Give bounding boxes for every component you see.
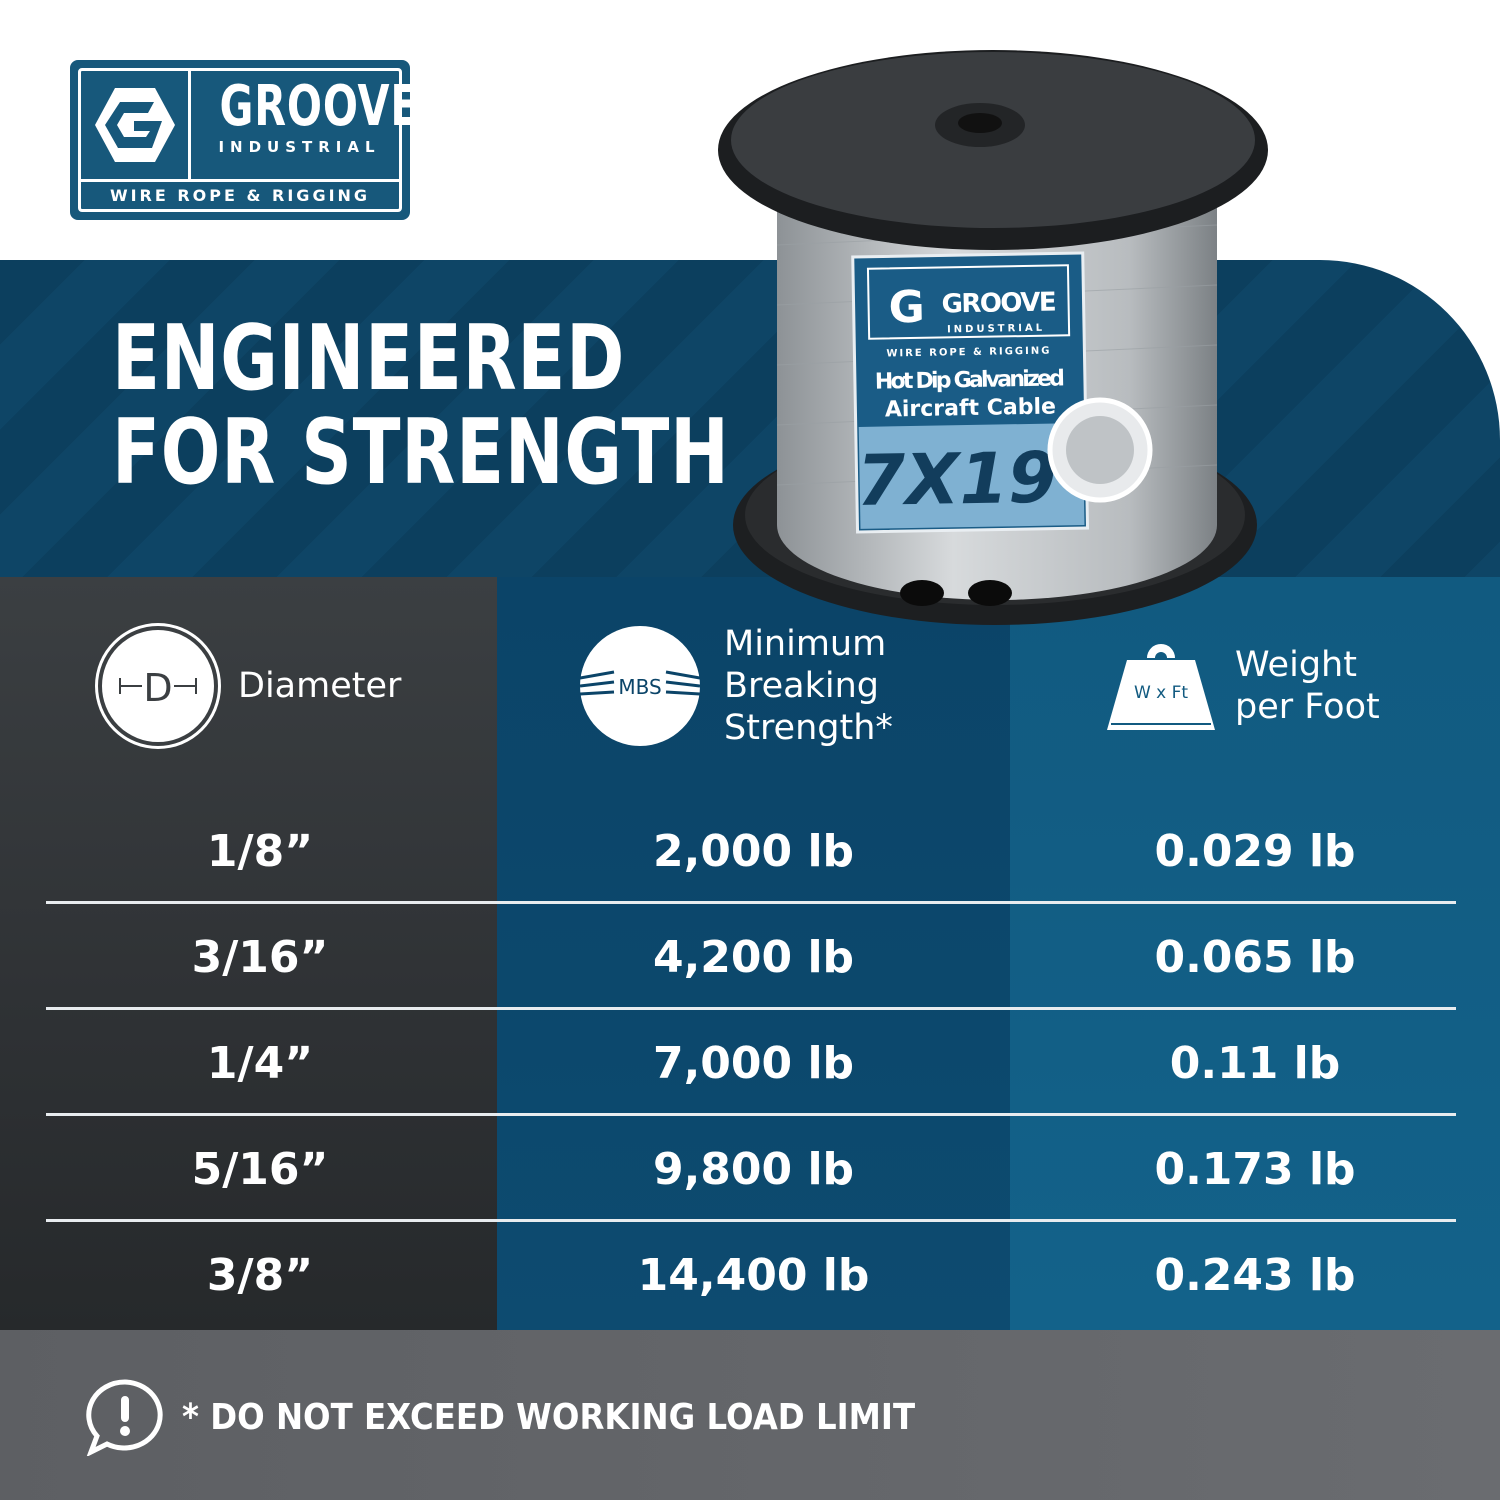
row-divider: [46, 901, 1456, 904]
cell-weight: 0.065 lb: [1154, 932, 1356, 983]
mbs-label-line: Minimum: [724, 624, 887, 664]
cell-mbs: 9,800 lb: [652, 1144, 855, 1195]
g-logo-icon: [81, 71, 191, 179]
weight-icon: W x Ft: [1107, 643, 1215, 730]
brand-logo: GROOVE INDUSTRIAL WIRE ROPE & RIGGING: [70, 60, 420, 220]
header-weight: W x Ft Weight per Foot: [1105, 577, 1380, 795]
label-construction: 7X19: [856, 437, 1057, 522]
weight-icon-text: W x Ft: [1134, 683, 1188, 703]
mbs-icon-text: MBS: [618, 675, 661, 699]
row-divider: [46, 1007, 1456, 1010]
brand-name: GROOVE: [219, 74, 420, 139]
table-row: 1/4” 7,000 lb 0.11 lb: [0, 1012, 1500, 1115]
weight-label-line: per Foot: [1235, 687, 1380, 727]
table-row: 3/8” 14,400 lb 0.243 lb: [0, 1224, 1500, 1327]
footer: [0, 1330, 1500, 1500]
cell-diameter: 3/16”: [191, 932, 329, 983]
column-diameter: [0, 577, 497, 1330]
diameter-icon: D: [98, 626, 218, 746]
page-title: ENGINEERED FOR STRENGTH: [112, 312, 730, 500]
row-divider: [46, 1113, 1456, 1116]
cell-mbs: 14,400 lb: [637, 1250, 870, 1301]
header-diameter-label: Diameter: [238, 666, 402, 706]
cell-diameter: 3/8”: [206, 1250, 314, 1301]
cell-weight: 0.243 lb: [1154, 1250, 1356, 1301]
cell-mbs: 2,000 lb: [652, 826, 855, 877]
table-row: 5/16” 9,800 lb 0.173 lb: [0, 1118, 1500, 1221]
table-row: 3/16” 4,200 lb 0.065 lb: [0, 906, 1500, 1009]
mbs-label-line: Breaking: [724, 666, 880, 706]
label-brand: GROOVE: [941, 287, 1057, 319]
title-line-2: FOR STRENGTH: [112, 400, 730, 505]
label-sub: INDUSTRIAL: [947, 323, 1045, 336]
label-line-1: Hot Dip Galvanized: [875, 366, 1065, 394]
brand-sub: INDUSTRIAL: [218, 138, 381, 156]
weight-label-line: Weight: [1235, 645, 1357, 685]
cable-spool-image: G GROOVE INDUSTRIAL WIRE ROPE & RIGGING …: [718, 50, 1268, 625]
table-row: 1/8” 2,000 lb 0.029 lb: [0, 800, 1500, 903]
header-mbs-label: Minimum Breaking Strength*: [724, 623, 893, 749]
header-mbs: MBS Minimum Breaking Strength*: [580, 577, 893, 795]
warning-text: * DO NOT EXCEED WORKING LOAD LIMIT: [182, 1397, 916, 1438]
cell-weight: 0.173 lb: [1154, 1144, 1356, 1195]
svg-text:G: G: [888, 282, 925, 334]
cell-weight: 0.11 lb: [1169, 1038, 1341, 1089]
mbs-label-line: Strength*: [724, 708, 893, 748]
brand-tagline: WIRE ROPE & RIGGING: [81, 179, 399, 209]
cell-weight: 0.029 lb: [1154, 826, 1356, 877]
mbs-icon: MBS: [580, 626, 700, 746]
cell-diameter: 1/8”: [206, 826, 314, 877]
cell-diameter: 5/16”: [191, 1144, 329, 1195]
header-weight-label: Weight per Foot: [1235, 644, 1380, 728]
diameter-icon-text: D: [143, 666, 172, 710]
cell-mbs: 4,200 lb: [652, 932, 855, 983]
header-diameter: D Diameter: [98, 577, 401, 795]
label-line-2: Aircraft Cable: [885, 395, 1057, 423]
alert-icon: [86, 1379, 163, 1456]
cell-mbs: 7,000 lb: [652, 1038, 855, 1089]
title-line-1: ENGINEERED: [112, 306, 626, 411]
row-divider: [46, 1219, 1456, 1222]
label-tagline: WIRE ROPE & RIGGING: [886, 346, 1051, 360]
column-weight: [1010, 577, 1500, 1330]
cell-diameter: 1/4”: [206, 1038, 314, 1089]
